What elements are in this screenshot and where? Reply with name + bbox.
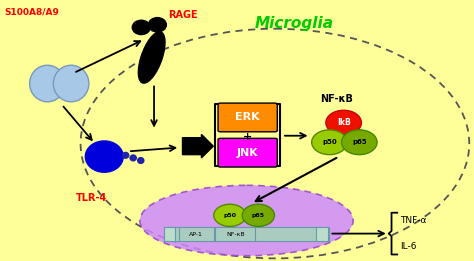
Bar — [179, 227, 214, 241]
Ellipse shape — [138, 158, 144, 163]
Text: NF-κB: NF-κB — [226, 232, 245, 237]
FancyArrow shape — [182, 134, 213, 158]
Text: TLR-4: TLR-4 — [76, 193, 107, 203]
Text: p50: p50 — [322, 139, 337, 145]
Ellipse shape — [341, 130, 377, 155]
FancyBboxPatch shape — [218, 138, 277, 167]
Ellipse shape — [326, 110, 361, 135]
Ellipse shape — [29, 65, 65, 102]
Text: AP-1: AP-1 — [189, 232, 203, 237]
Ellipse shape — [311, 130, 347, 155]
Bar — [164, 227, 175, 241]
Text: p50: p50 — [223, 213, 237, 218]
Text: Microglia: Microglia — [255, 16, 333, 31]
Text: RAGE: RAGE — [168, 10, 198, 20]
Ellipse shape — [138, 32, 165, 83]
Text: IkB: IkB — [337, 118, 351, 127]
Ellipse shape — [122, 152, 128, 158]
Ellipse shape — [214, 204, 246, 226]
Ellipse shape — [242, 204, 274, 226]
Ellipse shape — [148, 18, 166, 32]
Ellipse shape — [85, 141, 123, 172]
Ellipse shape — [130, 155, 137, 161]
Bar — [215, 227, 255, 241]
Text: IL-6: IL-6 — [401, 242, 417, 251]
Text: +: + — [243, 132, 252, 142]
Text: NF-κB: NF-κB — [320, 94, 353, 104]
Text: p65: p65 — [252, 213, 265, 218]
Text: p65: p65 — [352, 139, 366, 145]
Ellipse shape — [140, 185, 353, 256]
Text: S100A8/A9: S100A8/A9 — [5, 8, 60, 17]
Text: ERK: ERK — [236, 112, 260, 122]
FancyBboxPatch shape — [218, 103, 277, 132]
Bar — [164, 227, 329, 241]
Bar — [316, 227, 328, 241]
Text: JNK: JNK — [237, 148, 258, 158]
Ellipse shape — [132, 20, 150, 35]
Text: TNF-α: TNF-α — [401, 216, 427, 225]
Ellipse shape — [53, 65, 89, 102]
